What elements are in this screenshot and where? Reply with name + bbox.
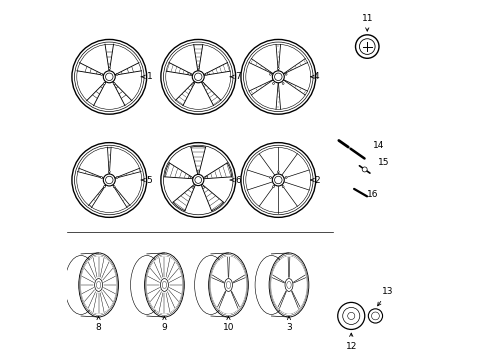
Ellipse shape bbox=[270, 256, 306, 314]
Text: 5: 5 bbox=[141, 176, 152, 185]
Circle shape bbox=[116, 73, 118, 75]
Ellipse shape bbox=[285, 279, 292, 291]
Text: 15: 15 bbox=[377, 158, 388, 167]
Text: 11: 11 bbox=[361, 14, 372, 31]
Circle shape bbox=[192, 174, 203, 186]
Circle shape bbox=[285, 176, 286, 179]
Circle shape bbox=[103, 71, 115, 83]
Circle shape bbox=[337, 302, 364, 329]
Circle shape bbox=[205, 73, 207, 75]
Circle shape bbox=[108, 171, 110, 173]
Text: 16: 16 bbox=[366, 190, 378, 199]
Ellipse shape bbox=[160, 279, 168, 291]
Circle shape bbox=[272, 71, 284, 83]
Circle shape bbox=[205, 176, 207, 178]
Text: 12: 12 bbox=[345, 333, 356, 351]
Circle shape bbox=[188, 176, 190, 178]
Ellipse shape bbox=[194, 256, 227, 314]
Circle shape bbox=[272, 186, 274, 188]
Ellipse shape bbox=[64, 256, 97, 314]
Circle shape bbox=[197, 170, 199, 172]
Ellipse shape bbox=[130, 256, 163, 314]
Text: 14: 14 bbox=[372, 141, 383, 150]
Circle shape bbox=[188, 73, 190, 75]
Circle shape bbox=[282, 186, 284, 188]
Ellipse shape bbox=[81, 256, 116, 314]
Circle shape bbox=[355, 35, 378, 58]
Ellipse shape bbox=[146, 256, 182, 314]
Circle shape bbox=[277, 171, 279, 173]
Circle shape bbox=[277, 68, 279, 69]
Ellipse shape bbox=[95, 279, 102, 291]
Circle shape bbox=[192, 71, 204, 83]
Circle shape bbox=[272, 82, 274, 84]
Circle shape bbox=[197, 67, 199, 69]
Text: 13: 13 bbox=[377, 287, 392, 306]
Circle shape bbox=[116, 176, 118, 179]
Circle shape bbox=[113, 82, 115, 84]
Circle shape bbox=[108, 68, 110, 69]
Text: 7: 7 bbox=[229, 72, 241, 81]
Ellipse shape bbox=[255, 256, 287, 314]
Ellipse shape bbox=[210, 256, 246, 314]
Text: 9: 9 bbox=[161, 316, 167, 332]
Text: 3: 3 bbox=[285, 316, 291, 332]
Circle shape bbox=[362, 167, 366, 172]
Circle shape bbox=[202, 83, 204, 85]
Circle shape bbox=[202, 186, 204, 188]
Circle shape bbox=[191, 186, 194, 188]
Circle shape bbox=[103, 174, 115, 186]
Text: 8: 8 bbox=[96, 316, 102, 332]
Text: 2: 2 bbox=[310, 176, 319, 185]
Circle shape bbox=[272, 174, 284, 186]
Circle shape bbox=[269, 176, 271, 179]
Text: 6: 6 bbox=[229, 176, 241, 185]
Circle shape bbox=[113, 186, 115, 188]
Text: 10: 10 bbox=[222, 316, 234, 332]
Text: 4: 4 bbox=[310, 72, 319, 81]
Circle shape bbox=[282, 82, 284, 84]
Circle shape bbox=[191, 83, 194, 85]
Ellipse shape bbox=[224, 279, 232, 291]
Text: 1: 1 bbox=[141, 72, 152, 81]
Circle shape bbox=[103, 82, 105, 84]
Circle shape bbox=[101, 73, 102, 75]
Circle shape bbox=[367, 309, 382, 323]
Circle shape bbox=[285, 73, 286, 75]
Circle shape bbox=[101, 176, 102, 179]
Circle shape bbox=[103, 186, 105, 188]
Circle shape bbox=[269, 73, 271, 75]
